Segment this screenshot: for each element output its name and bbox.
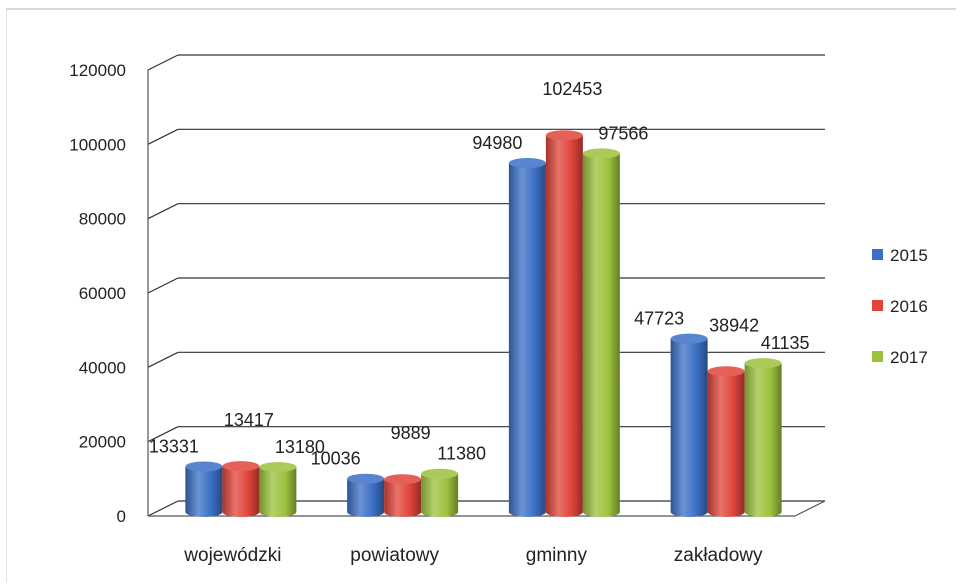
gridline-side <box>147 203 179 220</box>
legend-label-2015: 2015 <box>890 246 928 265</box>
gridline-side <box>147 426 179 443</box>
bar-powiatowy-2016 <box>384 474 422 517</box>
bar-gminny-2017 <box>582 148 620 517</box>
y-tick-label: 0 <box>117 507 126 526</box>
y-tick-label: 60000 <box>79 284 126 303</box>
legend-label-2016: 2016 <box>890 297 928 316</box>
legend-swatch-2015 <box>872 249 883 260</box>
bar-powiatowy-2015 <box>347 473 385 517</box>
bar-powiatowy-2017 <box>421 468 459 517</box>
bar-gminny-2015 <box>508 157 546 517</box>
legend-label-2017: 2017 <box>890 348 928 367</box>
legend-swatch-2016 <box>872 300 883 311</box>
chart-frame <box>6 8 956 582</box>
data-label-zakładowy-2016: 38942 <box>709 315 759 335</box>
gridline-side <box>147 500 179 517</box>
y-tick-label: 100000 <box>69 135 126 154</box>
data-label-gminny-2016: 102453 <box>542 79 602 99</box>
bar-zakładowy-2017 <box>744 358 782 517</box>
data-label-gminny-2017: 97566 <box>598 123 648 143</box>
bar-wojewódzki-2015 <box>185 461 223 517</box>
y-tick-label: 120000 <box>69 61 126 80</box>
x-tick-label: zakładowy <box>674 545 763 566</box>
bar-gminny-2016 <box>545 130 583 517</box>
data-label-powiatowy-2017: 11380 <box>437 444 486 464</box>
data-label-wojewódzki-2016: 13417 <box>224 410 274 430</box>
bar-wojewódzki-2017 <box>259 462 297 517</box>
data-label-zakładowy-2017: 41135 <box>761 333 810 353</box>
x-tick-label: powiatowy <box>350 545 439 566</box>
gridline-side <box>147 54 179 71</box>
data-label-wojewódzki-2015: 13331 <box>149 436 199 456</box>
data-label-wojewódzki-2017: 13180 <box>275 437 325 457</box>
x-tick-label: wojewódzki <box>183 545 281 566</box>
gridline-side <box>147 128 179 145</box>
data-label-powiatowy-2015: 10036 <box>311 449 361 469</box>
gridline-side <box>147 277 179 294</box>
bar-zakładowy-2016 <box>707 366 745 517</box>
y-tick-label: 80000 <box>79 210 126 229</box>
floor-edge <box>794 500 826 517</box>
legend-swatch-2017 <box>872 351 883 362</box>
y-tick-label: 20000 <box>79 433 126 452</box>
y-tick-label: 40000 <box>79 358 126 377</box>
data-label-zakładowy-2015: 47723 <box>634 309 684 329</box>
data-label-powiatowy-2016: 9889 <box>391 423 431 443</box>
bar-zakładowy-2015 <box>670 333 708 517</box>
gridline-side <box>147 351 179 368</box>
bar-wojewódzki-2016 <box>222 461 260 517</box>
x-tick-label: gminny <box>526 545 588 566</box>
data-label-gminny-2015: 94980 <box>472 133 522 153</box>
